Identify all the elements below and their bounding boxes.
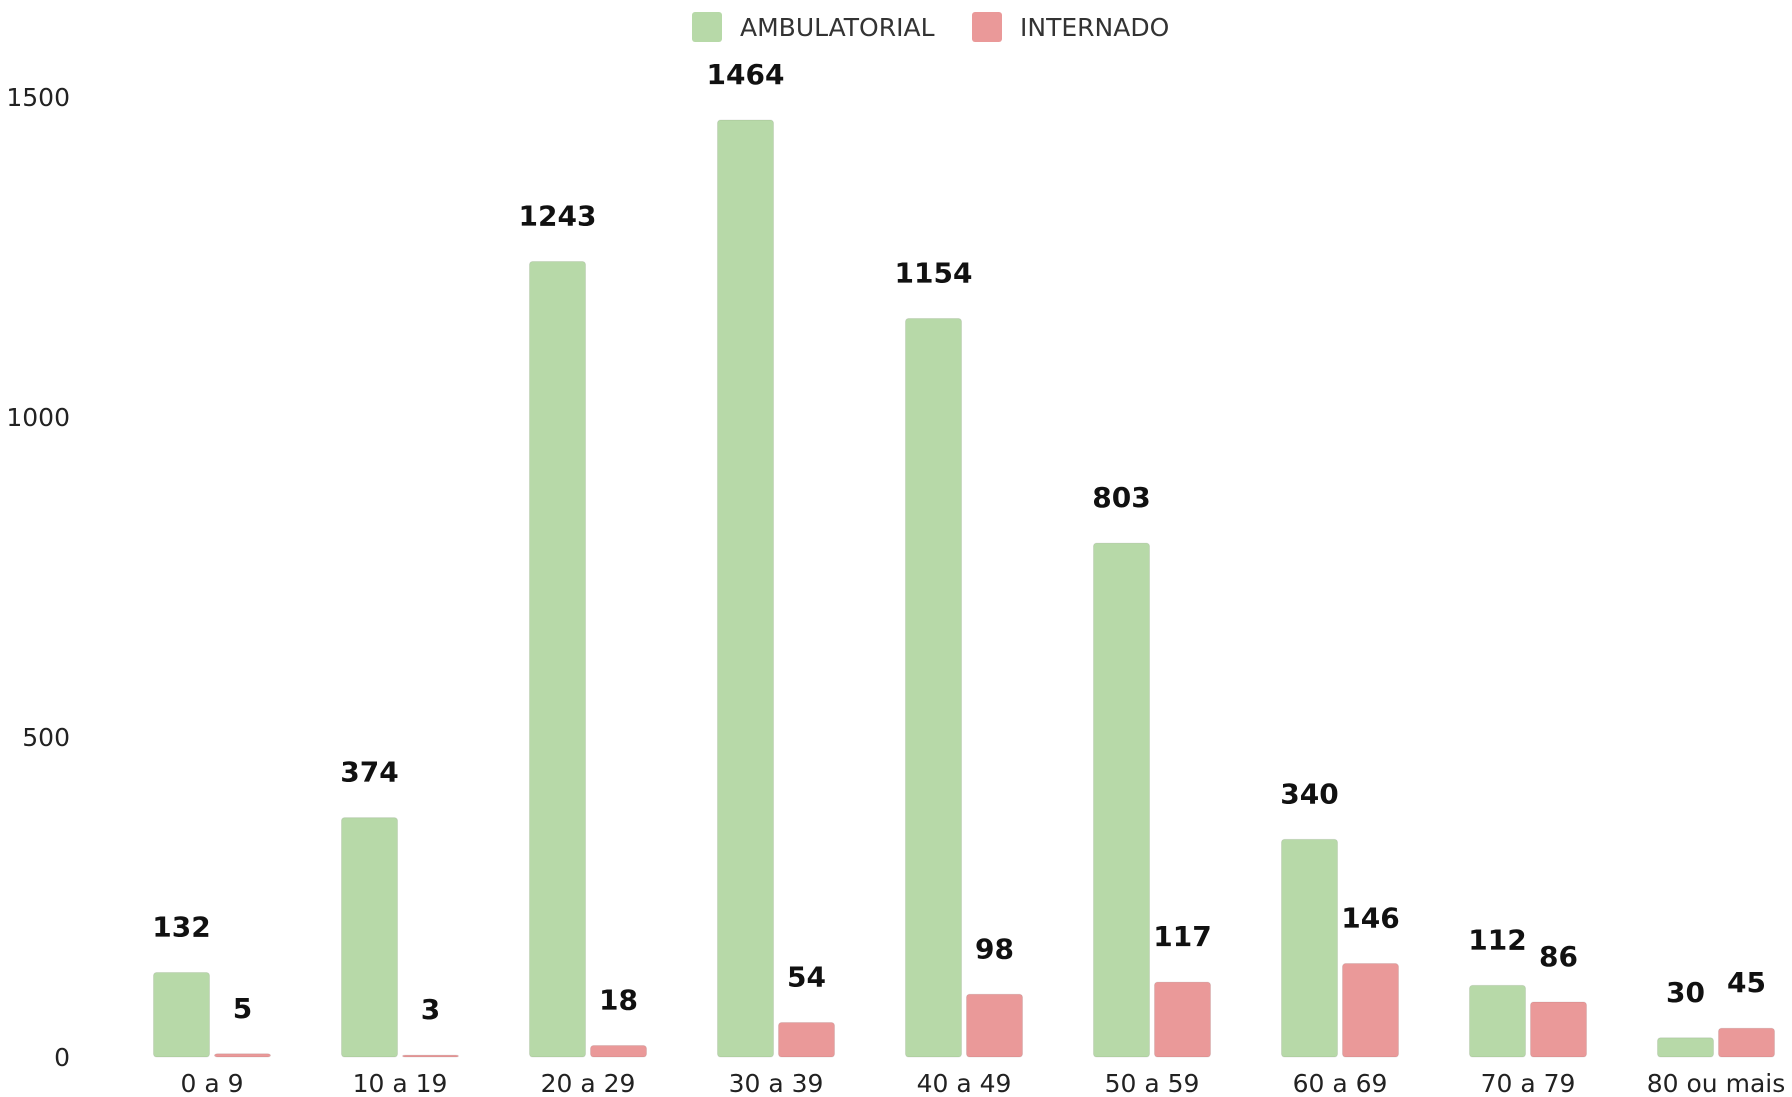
bar-0-3 xyxy=(717,119,774,1058)
bar-1-3 xyxy=(778,1021,835,1058)
data-label-0-3: 1464 xyxy=(707,58,785,91)
data-label-0-0: 132 xyxy=(152,911,210,944)
y-axis: 0 500 1000 1500 xyxy=(6,83,70,1072)
bar-0-1 xyxy=(341,817,398,1058)
y-tick-label-0: 0 xyxy=(54,1043,70,1072)
data-label-1-3: 54 xyxy=(787,960,826,993)
data-label-1-7: 86 xyxy=(1539,940,1578,973)
data-label-0-1: 374 xyxy=(340,756,398,789)
x-tick-label-1: 10 a 19 xyxy=(353,1069,448,1097)
bar-1-6 xyxy=(1342,963,1399,1058)
data-label-0-5: 803 xyxy=(1092,481,1150,514)
data-label-1-6: 146 xyxy=(1341,902,1399,935)
bar-0-6 xyxy=(1281,838,1338,1058)
legend-label-1: INTERNADO xyxy=(1020,13,1169,42)
bar-1-7 xyxy=(1530,1001,1587,1058)
data-label-0-6: 340 xyxy=(1280,777,1338,810)
bar-0-5 xyxy=(1093,542,1150,1058)
data-label-0-7: 112 xyxy=(1468,923,1526,956)
data-label-1-8: 45 xyxy=(1727,966,1766,999)
bar-1-2 xyxy=(590,1044,647,1058)
data-label-0-2: 1243 xyxy=(519,199,597,232)
legend-swatch-0 xyxy=(692,12,722,42)
bar-1-1 xyxy=(402,1054,459,1058)
legend-label-0: AMBULATORIAL xyxy=(740,13,935,42)
data-label-1-5: 117 xyxy=(1153,920,1211,953)
legend-swatch-1 xyxy=(972,12,1002,42)
x-tick-label-6: 60 a 69 xyxy=(1293,1069,1388,1097)
legend: AMBULATORIAL INTERNADO xyxy=(692,12,1169,42)
data-label-0-8: 30 xyxy=(1666,976,1705,1009)
y-tick-label-2: 1000 xyxy=(6,403,70,432)
bar-1-4 xyxy=(966,993,1023,1058)
data-labels: 132 5 374 3 1243 18 1464 54 1154 98 803 117 340 146 11… xyxy=(152,58,1766,1026)
x-tick-label-7: 70 a 79 xyxy=(1481,1069,1576,1097)
bar-0-8 xyxy=(1657,1037,1714,1058)
x-tick-label-4: 40 a 49 xyxy=(917,1069,1012,1097)
x-tick-label-2: 20 a 29 xyxy=(541,1069,636,1097)
bar-0-4 xyxy=(905,317,962,1058)
bar-0-0 xyxy=(153,972,210,1058)
bar-1-5 xyxy=(1154,981,1211,1058)
x-axis: 0 a 9 10 a 19 20 a 29 30 a 39 40 a 49 50 a 59… xyxy=(180,1069,1785,1097)
bar-1-8 xyxy=(1718,1027,1775,1058)
y-tick-label-3: 1500 xyxy=(6,83,70,112)
bars xyxy=(153,119,1775,1058)
x-tick-label-3: 30 a 39 xyxy=(729,1069,824,1097)
bar-0-2 xyxy=(529,260,586,1058)
bar-0-7 xyxy=(1469,984,1526,1058)
y-tick-label-1: 500 xyxy=(22,723,70,752)
data-label-1-2: 18 xyxy=(599,983,638,1016)
bar-1-0 xyxy=(214,1053,271,1058)
x-tick-label-5: 50 a 59 xyxy=(1105,1069,1200,1097)
data-label-1-1: 3 xyxy=(421,993,440,1026)
data-label-0-4: 1154 xyxy=(895,256,973,289)
data-label-1-4: 98 xyxy=(975,932,1014,965)
x-tick-label-0: 0 a 9 xyxy=(180,1069,243,1097)
x-tick-label-8: 80 ou mais xyxy=(1647,1069,1786,1097)
data-label-1-0: 5 xyxy=(233,992,252,1025)
